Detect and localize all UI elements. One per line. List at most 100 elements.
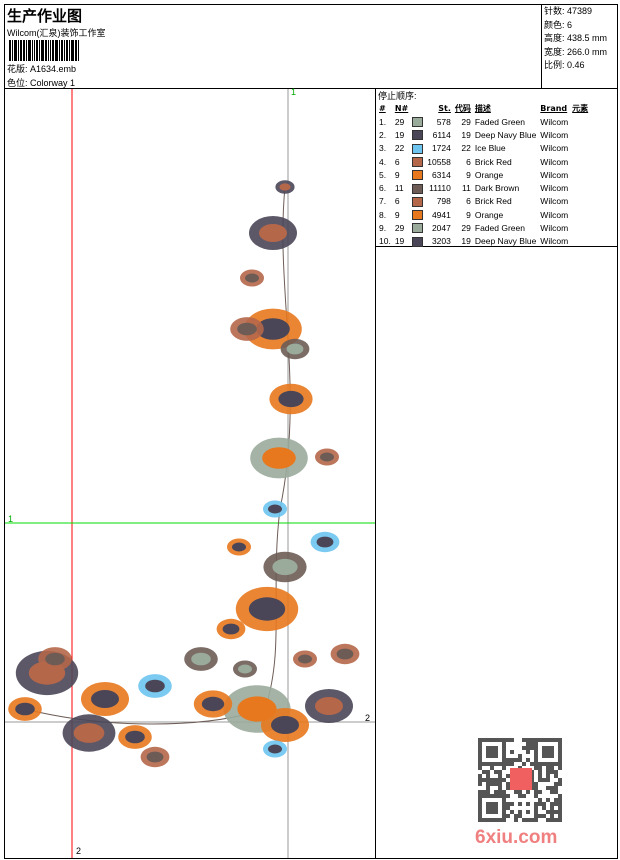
brand: Wilcom: [540, 196, 569, 207]
element: [570, 195, 590, 208]
needle-number: 11: [394, 183, 404, 194]
color-swatch-cell: [410, 168, 425, 181]
color-description: Ice Blue: [474, 143, 506, 154]
color-code: 9: [466, 169, 471, 180]
table-row: 10. 19 3203 19 Deep Navy Blue Wilcom: [377, 235, 590, 248]
design-value: A1634.emb: [30, 64, 77, 74]
row-index: 8.: [379, 209, 387, 220]
qr-code: [478, 738, 562, 822]
table-row: 6. 11 11110 11 Dark Brown Wilcom: [377, 181, 590, 194]
design-width: 宽度: 266.0 mm: [544, 46, 608, 57]
table-row: 7. 6 798 6 Brick Red Wilcom: [377, 195, 590, 208]
color-description: Brick Red: [474, 156, 512, 167]
embroidery-preview: [5, 89, 375, 858]
needle-number: 9: [394, 169, 400, 180]
needle-number: 29: [394, 116, 405, 127]
embroidery-motif-inner: [316, 536, 334, 548]
column-header: [410, 101, 425, 115]
embroidery-motif-inner: [268, 504, 282, 514]
stitch-count: 11110: [429, 183, 451, 194]
design-label: 花版:: [7, 64, 28, 74]
seal-logo: [510, 768, 532, 790]
embroidery-motif-inner: [73, 723, 105, 743]
stitch-count: 2047: [431, 223, 451, 234]
embroidery-motif-inner: [259, 224, 287, 242]
stitch-count: 798: [436, 196, 451, 207]
column-header: St.: [438, 103, 451, 113]
color-description: Orange: [474, 209, 504, 220]
color-code: 29: [461, 116, 471, 127]
color-swatch: [412, 210, 424, 221]
guide-label-v1: 1: [291, 87, 297, 97]
table-row: 4. 6 10558 6 Brick Red Wilcom: [377, 155, 590, 168]
table-row: 9. 29 2047 29 Faded Green Wilcom: [377, 221, 590, 234]
brand: Wilcom: [540, 156, 569, 167]
stop-sequence-table: # N# St. 代码 描述 Brand 元素 1. 29 578 29 Faded Green Wi…: [377, 101, 590, 248]
table-row: 2. 19 6114 19 Deep Navy Blue Wilcom: [377, 128, 590, 141]
embroidery-motif-inner: [45, 652, 65, 666]
stop-sequence-panel: 停止顺序: # N# St. 代码 描述 Brand 元素 1. 29 578 29 Faded G…: [375, 89, 618, 247]
colorway-value: Colorway 1: [30, 78, 76, 88]
color-description: Dark Brown: [474, 183, 520, 194]
color-swatch-cell: [410, 115, 425, 128]
table-row: 8. 9 4941 9 Orange Wilcom: [377, 208, 590, 221]
design-height: 高度: 438.5 mm: [544, 33, 608, 43]
color-description: Brick Red: [474, 196, 512, 207]
color-code: 9: [466, 209, 471, 220]
stitch-count: 6114: [432, 129, 451, 140]
color-code: 22: [461, 143, 471, 154]
embroidery-motif-inner: [248, 597, 286, 621]
embroidery-motif-inner: [238, 664, 252, 674]
needle-number: 19: [394, 129, 405, 140]
column-header: 代码: [454, 103, 471, 113]
row-index: 10.: [379, 236, 391, 247]
column-header: 描述: [474, 103, 491, 113]
color-swatch-cell: [410, 142, 425, 155]
embroidery-motif-inner: [272, 558, 298, 576]
stitch-count: 578: [436, 116, 451, 127]
embroidery-motif-inner: [191, 652, 211, 666]
needle-number: 19: [394, 236, 405, 247]
stop-sequence-title: 停止顺序:: [378, 91, 417, 101]
watermark-text: 6xiu.com: [475, 827, 558, 848]
embroidery-motif-inner: [336, 648, 354, 660]
brand: Wilcom: [540, 116, 569, 127]
embroidery-motif-inner: [256, 318, 290, 340]
page-frame: [4, 4, 618, 859]
needle-number: 29: [394, 223, 405, 234]
color-swatch: [412, 143, 424, 154]
embroidery-motif-inner: [145, 679, 165, 693]
row-index: 9.: [379, 223, 387, 234]
color-swatch-cell: [410, 128, 425, 141]
element: [570, 181, 590, 194]
stitch-count: 6314: [431, 169, 451, 180]
embroidery-motif-inner: [201, 696, 225, 712]
qr-code-watermark: [478, 738, 566, 826]
color-code: 19: [461, 236, 471, 247]
color-count: 颜色: 6: [544, 19, 573, 30]
embroidery-motif-inner: [262, 447, 296, 469]
color-swatch: [412, 117, 424, 128]
embroidery-motif-inner: [315, 697, 343, 715]
brand: Wilcom: [540, 143, 569, 154]
embroidery-motif-inner: [268, 744, 282, 754]
brand: Wilcom: [540, 223, 569, 234]
page-title: 生产作业图: [7, 7, 83, 25]
table-row: 1. 29 578 29 Faded Green Wilcom: [377, 115, 590, 128]
column-header: N#: [394, 103, 409, 113]
column-header: #: [379, 103, 386, 113]
stitch-count: 针数: 47389: [544, 6, 593, 16]
color-description: Deep Navy Blue: [474, 129, 537, 140]
element: [570, 235, 590, 248]
embroidery-motif-inner: [91, 690, 119, 708]
guide-label-h1: 1: [8, 514, 14, 524]
element: [570, 142, 590, 155]
color-code: 29: [461, 223, 471, 234]
design-file: 花版: A1634.emb: [7, 62, 76, 75]
barcode: [9, 40, 106, 61]
table-row: 3. 22 1724 22 Ice Blue Wilcom: [377, 142, 590, 155]
embroidery-motif-inner: [279, 183, 291, 191]
row-index: 7.: [379, 196, 387, 207]
color-swatch-cell: [410, 181, 425, 194]
color-description: Orange: [474, 169, 504, 180]
